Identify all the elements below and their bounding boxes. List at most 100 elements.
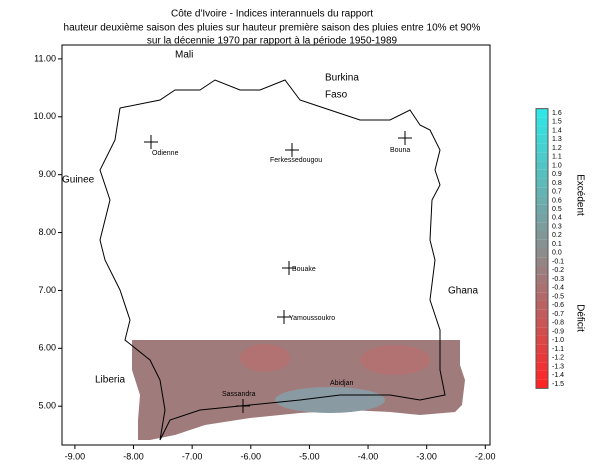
colorbar-cell [536,108,548,118]
colorbar-label: Déficit [574,304,585,332]
y-tick-label: 11.00 [34,53,56,63]
city-label: Ferkessedougou [270,157,322,164]
colorbar-cell [536,362,548,371]
colorbar-cell [536,265,548,275]
x-tick-label: -9.00 [65,451,86,461]
x-tick-label: -3.00 [416,451,437,461]
colorbar-tick-label: 1.0 [552,162,562,169]
colorbar-cell [536,353,548,363]
colorbar-tick-label: 0.9 [552,171,562,178]
colorbar-cell [536,292,548,301]
colorbar-cell [536,257,548,266]
country-label: Guinee [62,175,95,186]
y-tick-label: 9.00 [38,169,56,179]
colorbar-tick-label: -1.5 [552,381,564,388]
colorbar-tick-label: -0.6 [552,302,564,309]
colorbar-tick-label: 1.6 [552,110,562,117]
colorbar-cell [536,239,548,249]
colorbar-cell [536,327,548,336]
colorbar-tick-label: -0.1 [552,258,564,265]
colorbar-cell [536,187,548,197]
country-label: Liberia [95,375,125,386]
colorbar-tick-label: 0.1 [552,241,562,248]
colorbar-tick-label: -0.4 [552,285,564,292]
y-tick-label: 6.00 [38,343,56,353]
near-normal-patch [275,387,385,413]
colorbar-cell [536,248,548,258]
colorbar-cell [536,134,548,144]
colorbar-tick-label: 1.3 [552,136,562,143]
colorbar-tick-label: 1.5 [552,119,562,126]
city-marker [285,143,299,157]
colorbar-tick-label: -0.8 [552,320,564,327]
colorbar-tick-label: 0.5 [552,206,562,213]
colorbar-tick-label: 1.4 [552,127,562,134]
city-marker [277,310,291,324]
y-tick-label: 5.00 [38,401,56,411]
colorbar-tick-label: 0.0 [552,250,562,257]
colorbar-tick-label: 0.7 [552,189,562,196]
colorbar-cell [536,169,548,179]
colorbar-cell [536,152,548,162]
plot-frame [61,44,491,446]
country-label: Ghana [448,286,478,297]
colorbar-tick-label: -1.4 [552,372,564,379]
anomaly-field [132,340,465,440]
x-tick-label: -7.00 [182,451,203,461]
x-tick-label: -6.00 [241,451,262,461]
colorbar-cell [536,204,548,214]
colorbar-tick-label: -0.5 [552,293,564,300]
colorbar-cell [536,222,548,232]
colorbar-cell [536,370,548,380]
city-marker [282,261,296,275]
deficit-patch [360,345,430,375]
colorbar-tick-label: 0.8 [552,180,562,187]
y-tick-label: 7.00 [38,285,56,295]
city-markers [144,131,412,413]
x-tick-label: -8.00 [123,451,144,461]
colorbar-tick-label: 0.4 [552,215,562,222]
country-label: Mali [175,50,193,61]
country-label: Burkina [325,73,359,84]
colorbar-tick-label: 0.2 [552,232,562,239]
colorbar-tick-label: -1.0 [552,337,564,344]
y-tick-label: 8.00 [38,227,56,237]
colorbar-cell [536,344,548,354]
title-line: Côte d'Ivoire - Indices interannuels du … [171,9,373,20]
colorbar-cell [536,335,548,345]
city-label: Abidjan [330,380,353,387]
colorbar-tick-label: -1.3 [552,363,564,370]
colorbar-cell [536,117,548,127]
colorbar-cell [536,283,548,293]
colorbar-cell [536,178,548,188]
colorbar-tick-label: 1.2 [552,145,562,152]
colorbar-cell [536,379,548,389]
colorbar-tick-label: -0.3 [552,276,564,283]
city-label: Bouna [390,147,410,154]
colorbar-tick-label: -1.1 [552,346,564,353]
city-label: Odienne [152,150,179,157]
x-tick-label: -4.00 [358,451,379,461]
city-label: Sassandra [222,391,256,398]
colorbar-cell [536,126,548,135]
x-tick-label: -5.00 [299,451,320,461]
colorbar-cell [536,213,548,223]
colorbar-tick-label: -0.9 [552,328,564,335]
colorbar-tick-label: 0.3 [552,223,562,230]
colorbar-cell [536,143,548,153]
title-line: hauteur deuxième saison des pluies sur h… [64,23,481,34]
deficit-patch [240,344,290,372]
city-marker [398,131,412,145]
colorbar-cell [536,300,548,310]
colorbar-cell [536,318,548,328]
city-label: Bouake [292,266,316,273]
colorbar-tick-label: -1.2 [552,355,564,362]
colorbar-frame [535,108,549,389]
y-tick-label: 10.00 [33,111,56,121]
country-outline [99,79,446,441]
city-marker [236,399,250,413]
colorbar-cell [536,231,548,240]
colorbar-cell [536,161,548,170]
colorbar-cell [536,274,548,284]
